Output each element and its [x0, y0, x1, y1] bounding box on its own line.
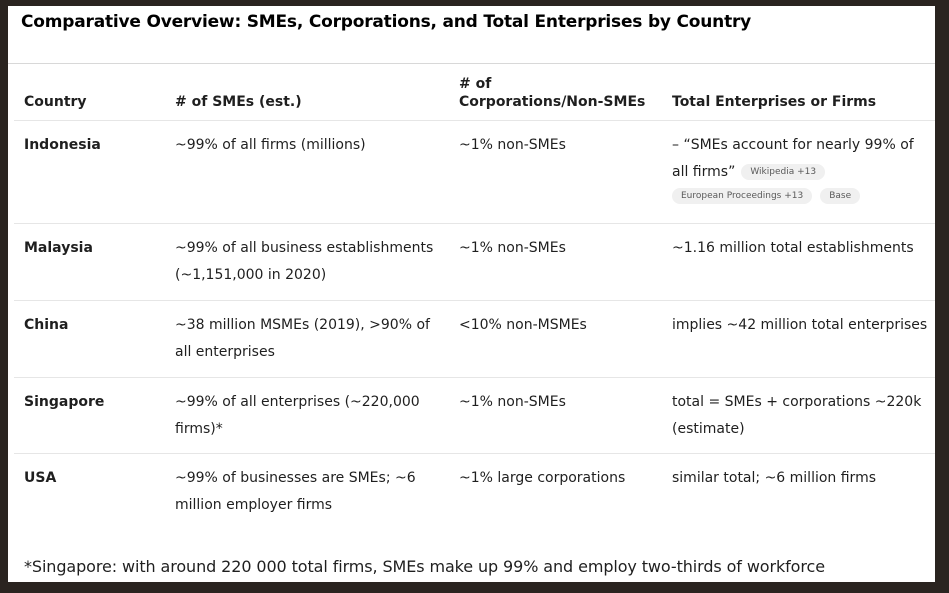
header-corporations-line2: Corporations/Non-SMEs — [459, 94, 646, 110]
header-smes: # of SMEs (est.) — [175, 94, 302, 110]
cell-country: Malaysia — [24, 240, 93, 256]
cell-smes: ~99% of all firms (millions) — [175, 137, 366, 153]
row-divider — [14, 453, 935, 454]
cell-country: Indonesia — [24, 137, 101, 153]
cell-corporations: ~1% non-SMEs — [459, 394, 566, 410]
cell-corporations: <10% non-MSMEs — [459, 317, 587, 333]
footnote: *Singapore: with around 220 000 total fi… — [24, 557, 825, 576]
citation-chip-base[interactable]: Base — [820, 188, 861, 204]
citation-chip-row: European Proceedings +13 Base — [672, 187, 932, 205]
citation-chip-wikipedia[interactable]: Wikipedia +13 — [741, 164, 826, 180]
title-divider — [8, 63, 935, 64]
header-total: Total Enterprises or Firms — [672, 94, 877, 110]
header-corporations: # of Corporations/Non-SMEs — [459, 75, 659, 111]
cell-total: – “SMEs account for nearly 99% of all fi… — [672, 132, 932, 205]
cell-smes: ~99% of all enterprises (~220,000 firms)… — [175, 394, 420, 437]
page-title: Comparative Overview: SMEs, Corporations… — [21, 12, 752, 32]
cell-smes: ~99% of all business establishments (~1,… — [175, 240, 434, 283]
cell-corporations: ~1% non-SMEs — [459, 137, 566, 153]
header-corporations-line1: # of — [459, 76, 492, 92]
header-country: Country — [24, 94, 87, 110]
cell-total: similar total; ~6 million firms — [672, 470, 876, 486]
cell-total-text: – “SMEs account for nearly 99% of all fi… — [672, 137, 914, 180]
row-divider — [14, 377, 935, 378]
cell-country: USA — [24, 470, 57, 486]
cell-total: ~1.16 million total establishments — [672, 240, 914, 256]
cell-total: implies ~42 million total enterprises — [672, 317, 928, 333]
row-divider — [14, 223, 935, 224]
row-divider — [14, 300, 935, 301]
cell-country: Singapore — [24, 394, 105, 410]
cell-smes: ~38 million MSMEs (2019), >90% of all en… — [175, 317, 430, 360]
header-divider — [14, 120, 935, 121]
cell-total: total = SMEs + corporations ~220k (estim… — [672, 394, 922, 437]
document-frame: Comparative Overview: SMEs, Corporations… — [8, 6, 935, 582]
cell-corporations: ~1% non-SMEs — [459, 240, 566, 256]
citation-chip-european-proceedings[interactable]: European Proceedings +13 — [672, 188, 813, 204]
cell-corporations: ~1% large corporations — [459, 470, 626, 486]
cell-country: China — [24, 317, 69, 333]
cell-smes: ~99% of businesses are SMEs; ~6 million … — [175, 470, 416, 513]
